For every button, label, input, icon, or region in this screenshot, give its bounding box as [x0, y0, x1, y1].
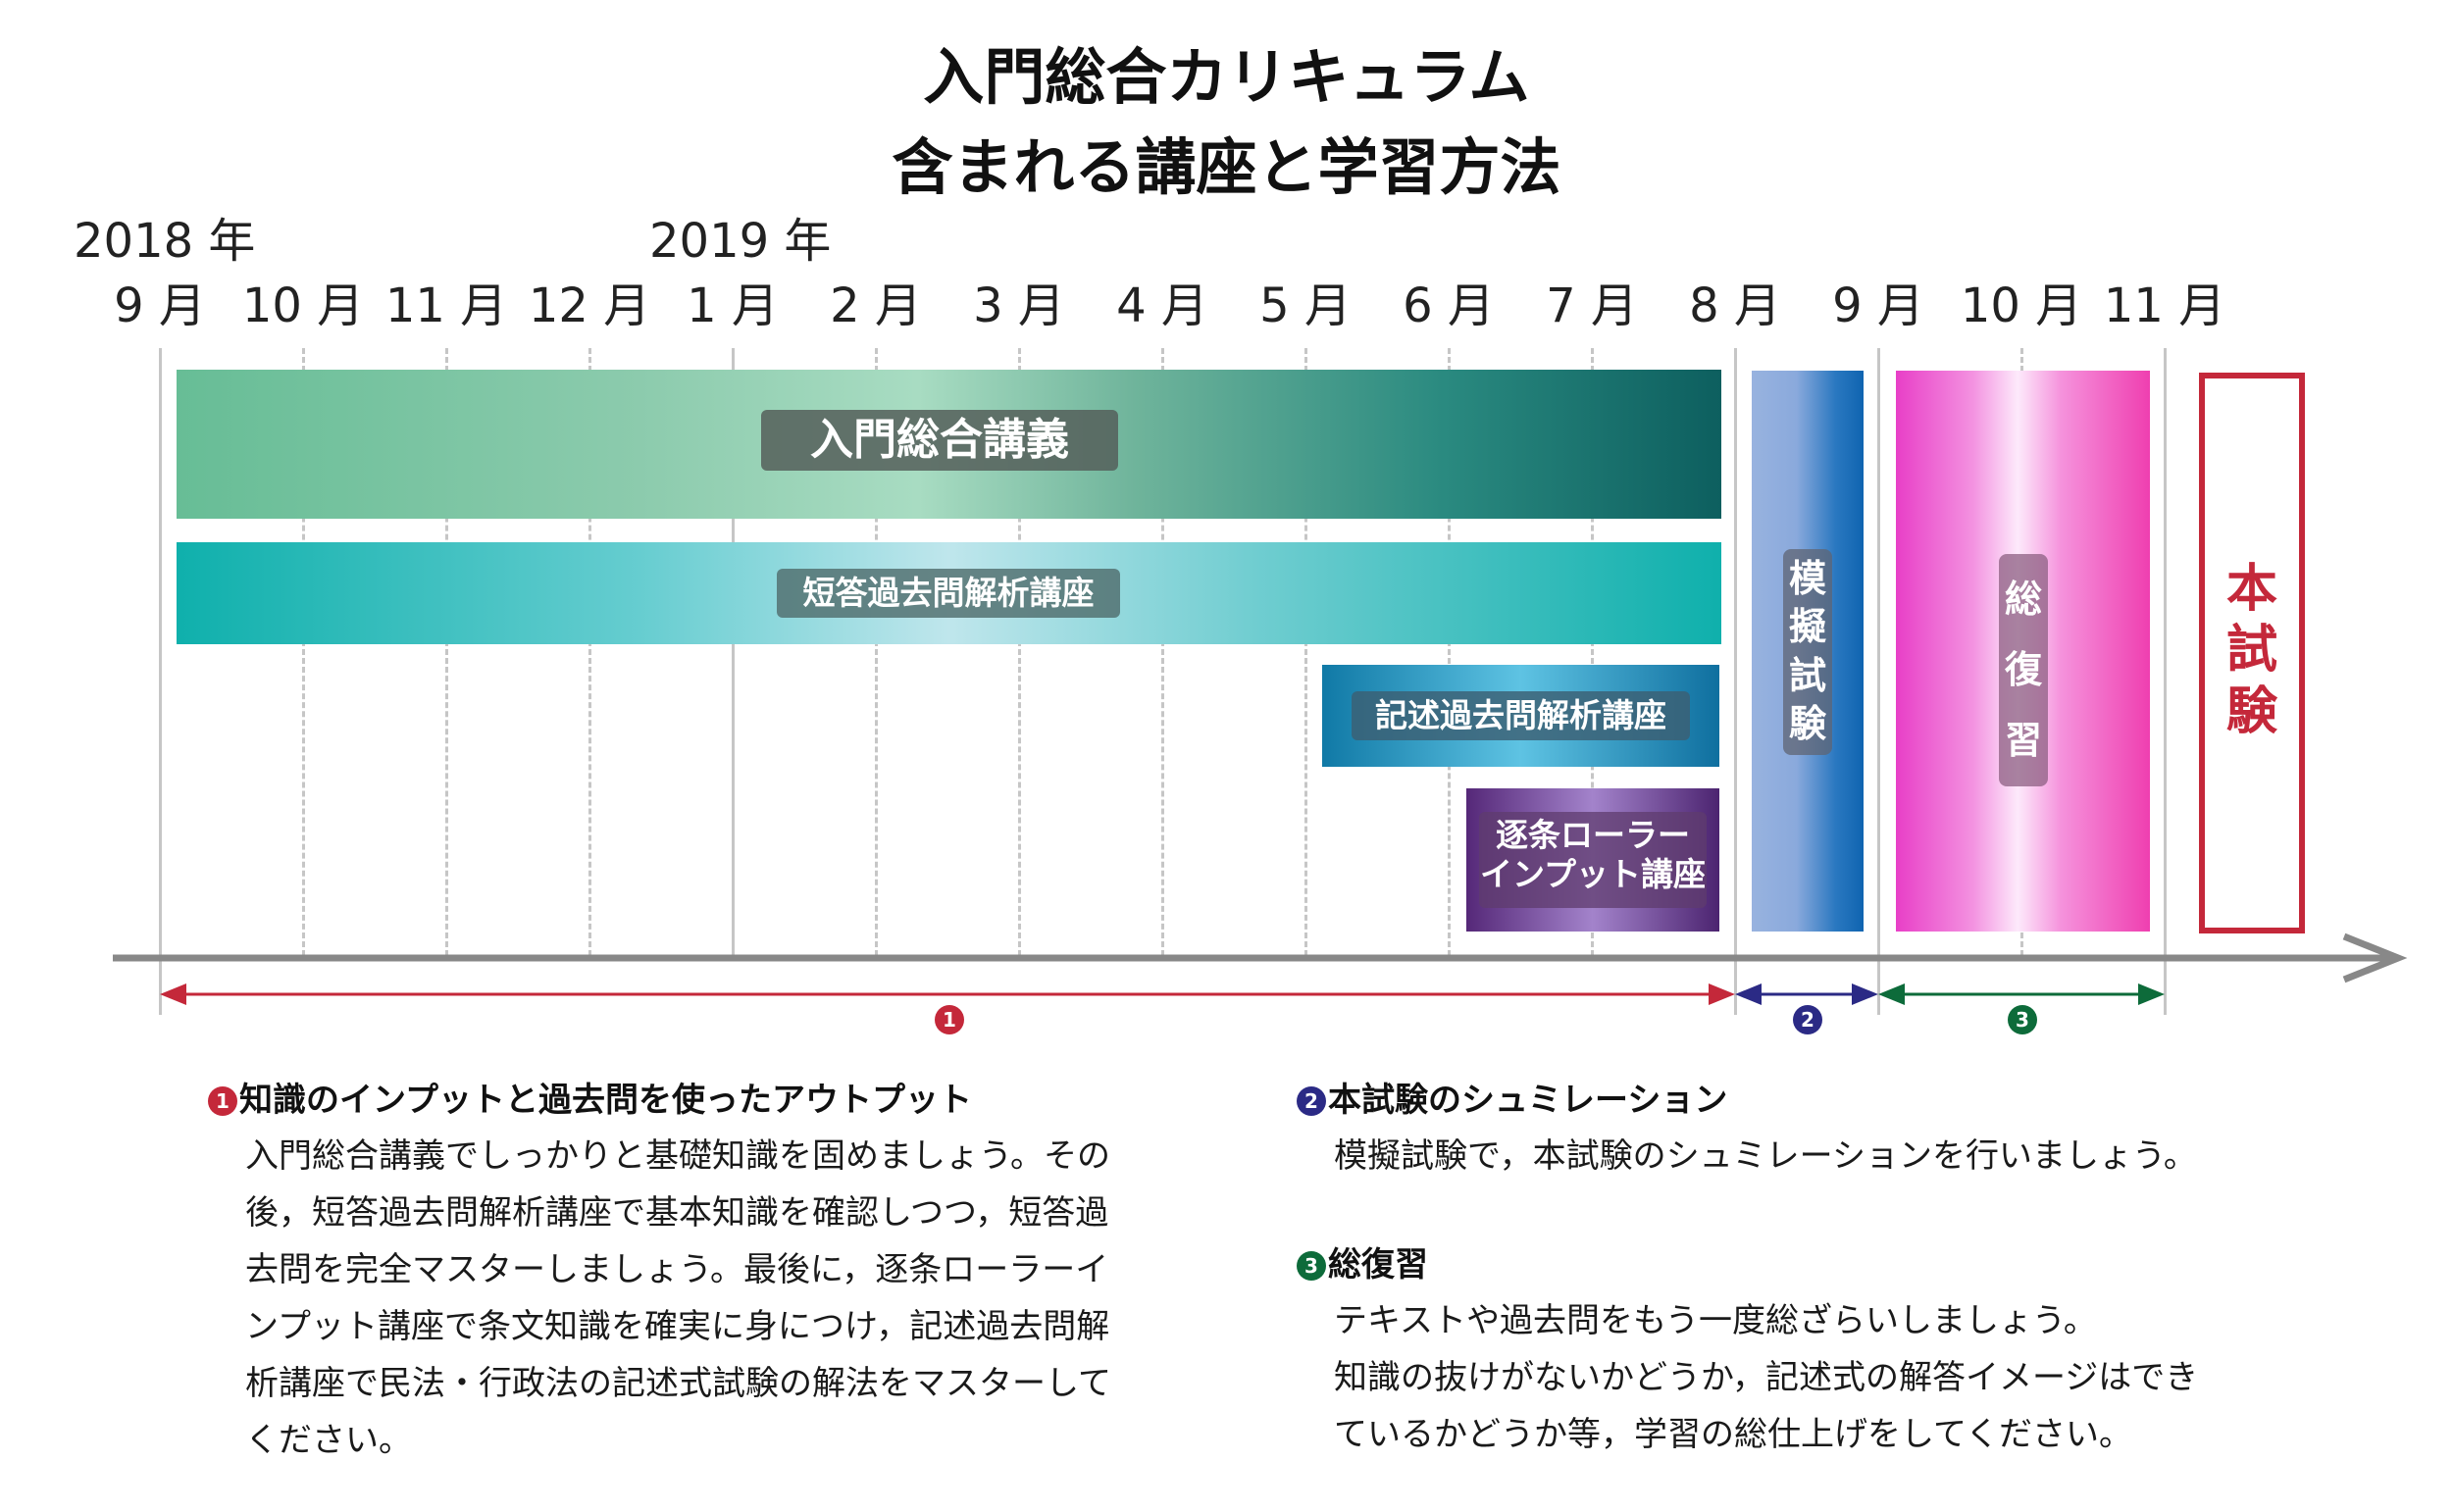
month-label: 2 月	[830, 278, 922, 333]
phase3-arrow	[1878, 983, 2165, 1005]
actual-exam-box	[2199, 373, 2305, 933]
section3-line: テキストや過去問をもう一度総ざらいしましょう。	[1334, 1301, 2097, 1340]
month-label: 8 月	[1689, 278, 1781, 333]
month-label: 3 月	[973, 278, 1065, 333]
section2-heading: 2 本試験のシュミレーション	[1297, 1081, 1727, 1121]
review-label: 総 復 習	[1999, 554, 2048, 786]
short-answer-course-label: 短答過去問解析講座	[777, 569, 1120, 618]
mock-exam-label: 模 擬 試 験	[1783, 549, 1832, 755]
section1-line: ください。	[245, 1421, 412, 1460]
intro-lecture-label: 入門総合講義	[761, 410, 1118, 471]
phase1-badge: 1	[935, 1005, 964, 1034]
grid-line	[732, 348, 735, 956]
month-label: 11 月	[384, 278, 508, 333]
grid-line	[1304, 348, 1307, 956]
month-label: 4 月	[1116, 278, 1208, 333]
exam-char: 本	[2225, 560, 2277, 619]
section2-badge: 2	[1297, 1086, 1326, 1116]
exam-char: 試	[2225, 621, 2277, 680]
exam-char: 験	[2225, 681, 2277, 741]
month-label: 9 月	[1832, 278, 1924, 333]
month-label: 7 月	[1546, 278, 1638, 333]
mock-exam-char: 擬	[1788, 605, 1826, 649]
section1-body: 入門総合講義でしっかりと基礎知識を固めましょう。その 後，短答過去問解析講座で基…	[245, 1128, 1111, 1469]
grid-line	[1877, 348, 1880, 1015]
grid-line	[159, 348, 162, 1015]
section3-body: テキストや過去問をもう一度総ざらいしましょう。 知識の抜けがないかどうか，記述式…	[1334, 1292, 2198, 1463]
grid-line	[445, 348, 448, 956]
grid-line	[1018, 348, 1021, 956]
review-char: 復	[2004, 648, 2042, 692]
phase1-arrow	[160, 983, 1735, 1005]
grid-line	[1591, 348, 1594, 956]
year-label-2019: 2019 年	[649, 214, 832, 269]
review-char: 総	[2004, 578, 2042, 621]
mock-exam-char: 試	[1788, 653, 1826, 697]
page-title-line2: 含まれる講座と学習方法	[892, 131, 1561, 203]
section1-line: 後，短答過去問解析講座で基本知識を確認しつつ，短答過	[245, 1193, 1109, 1233]
time-axis	[113, 932, 2408, 983]
month-label: 5 月	[1259, 278, 1352, 333]
month-label: 11 月	[2103, 278, 2226, 333]
grid-line	[2164, 348, 2167, 1015]
year-label-2018: 2018 年	[74, 214, 256, 269]
roller-label-line2: インプット講座	[1479, 854, 1706, 893]
section2-body: 模擬試験で，本試験のシュミレーションを行いましょう。	[1334, 1128, 2197, 1184]
month-label: 10 月	[241, 278, 365, 333]
section3-heading-text: 総復習	[1328, 1245, 1428, 1285]
roller-label-line1: 逐条ローラー	[1496, 816, 1690, 854]
grid-line	[1734, 348, 1737, 1015]
month-label: 10 月	[1960, 278, 2083, 333]
roller-input-course-label: 逐条ローラー インプット講座	[1479, 812, 1707, 908]
section1-heading-text: 知識のインプットと過去問を使ったアウトプット	[239, 1081, 972, 1120]
month-label: 6 月	[1403, 278, 1495, 333]
month-label: 1 月	[687, 278, 779, 333]
section1-badge: 1	[208, 1086, 237, 1116]
section3-heading: 3 総復習	[1297, 1245, 1428, 1285]
mock-exam-char: 模	[1788, 557, 1826, 600]
month-label: 12 月	[528, 278, 651, 333]
grid-line	[302, 348, 305, 956]
section1-line: ンプット講座で条文知識を確実に身につけ，記述過去問解	[245, 1307, 1110, 1346]
section2-line: 模擬試験で，本試験のシュミレーションを行いましょう。	[1334, 1136, 2197, 1176]
actual-exam-label: 本 試 験	[2199, 559, 2305, 742]
phase-span-arrows	[160, 983, 2165, 1005]
review-char: 習	[2004, 719, 2042, 763]
section1-line: 入門総合講義でしっかりと基礎知識を固めましょう。その	[245, 1136, 1110, 1176]
grid-line	[1161, 348, 1164, 956]
section1-line: 去問を完全マスターしましょう。最後に，逐条ローラーイ	[245, 1250, 1109, 1289]
section1-heading: 1 知識のインプットと過去問を使ったアウトプット	[208, 1081, 972, 1121]
section3-badge: 3	[1297, 1251, 1326, 1281]
section1-line: 析講座で民法・行政法の記述式試験の解法をマスターして	[245, 1364, 1111, 1403]
section2-heading-text: 本試験のシュミレーション	[1328, 1081, 1728, 1120]
grid-line	[588, 348, 591, 956]
grid-line	[1448, 348, 1451, 956]
grid-line	[875, 348, 878, 956]
mock-exam-char: 験	[1788, 702, 1826, 746]
phase2-badge: 2	[1793, 1005, 1822, 1034]
descriptive-course-label: 記述過去問解析講座	[1352, 691, 1690, 740]
phase3-badge: 3	[2008, 1005, 2037, 1034]
section3-line: 知識の抜けがないかどうか，記述式の解答イメージはでき	[1334, 1358, 2199, 1397]
month-label: 9 月	[114, 278, 206, 333]
page-title-line1: 入門総合カリキュラム	[923, 41, 1530, 113]
phase2-arrow	[1735, 983, 1878, 1005]
section3-line: ているかどうか等，学習の総仕上げをしてください。	[1334, 1415, 2132, 1454]
